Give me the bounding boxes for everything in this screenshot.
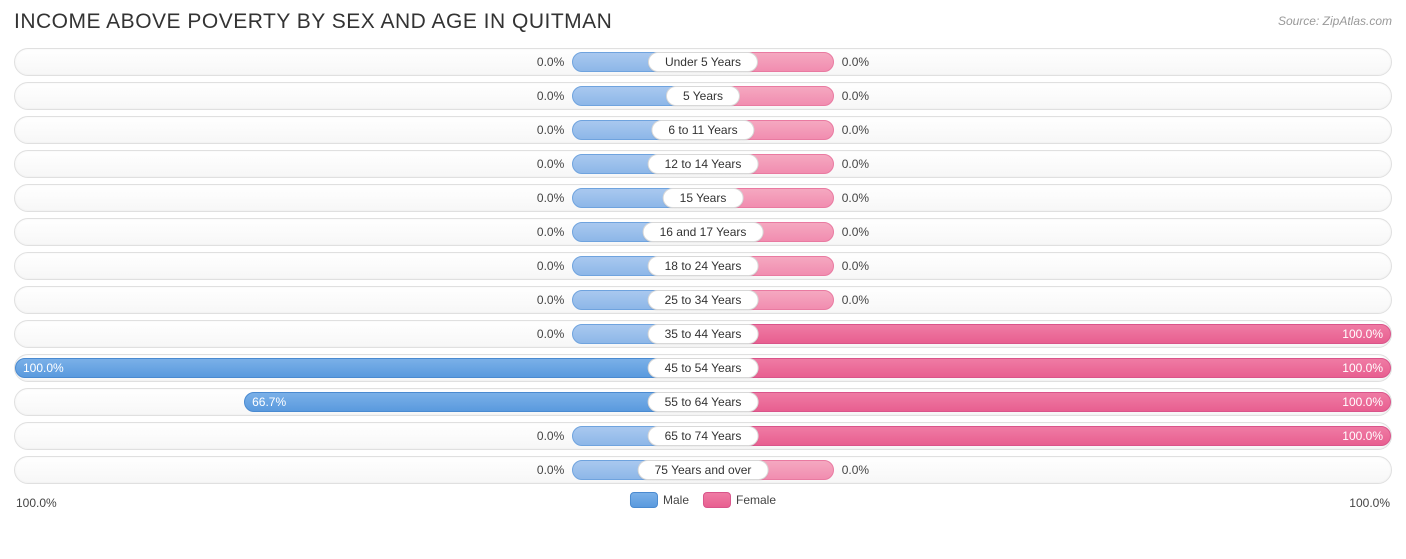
legend-male-label: Male	[663, 493, 689, 507]
female-value: 0.0%	[842, 225, 869, 239]
male-value: 0.0%	[537, 463, 564, 477]
legend: Male Female	[630, 492, 776, 508]
male-value: 0.0%	[537, 259, 564, 273]
chart-row: 0.0% 0.0% 6 to 11 Years	[14, 116, 1392, 144]
male-value: 66.7%	[252, 395, 286, 409]
female-value: 0.0%	[842, 157, 869, 171]
age-label: 75 Years and over	[638, 460, 769, 480]
male-bar	[244, 392, 703, 412]
age-label: 65 to 74 Years	[648, 426, 759, 446]
age-label: 5 Years	[666, 86, 740, 106]
female-value: 100.0%	[1342, 327, 1383, 341]
male-value: 0.0%	[537, 327, 564, 341]
swatch-female	[703, 492, 731, 508]
female-half: 100.0%	[703, 423, 1391, 449]
male-value: 0.0%	[537, 191, 564, 205]
male-bar	[15, 358, 703, 378]
female-half: 100.0%	[703, 389, 1391, 415]
female-value: 100.0%	[1342, 361, 1383, 375]
x-axis-right: 100.0%	[1349, 496, 1390, 510]
chart-row: 0.0% 100.0% 65 to 74 Years	[14, 422, 1392, 450]
female-value: 0.0%	[842, 293, 869, 307]
female-half: 100.0%	[703, 355, 1391, 381]
chart-row: 0.0% 0.0% 16 and 17 Years	[14, 218, 1392, 246]
female-half: 0.0%	[703, 151, 1391, 177]
female-half: 0.0%	[703, 287, 1391, 313]
chart-area: 0.0%0.0%Under 5 Years0.0%0.0%5 Years0.0%…	[14, 48, 1392, 484]
female-value: 0.0%	[842, 123, 869, 137]
female-value: 0.0%	[842, 463, 869, 477]
female-bar	[703, 392, 1391, 412]
chart-row: 0.0% 0.0% 12 to 14 Years	[14, 150, 1392, 178]
female-value: 100.0%	[1342, 395, 1383, 409]
age-label: 35 to 44 Years	[648, 324, 759, 344]
male-value: 0.0%	[537, 55, 564, 69]
female-value: 0.0%	[842, 55, 869, 69]
male-value: 0.0%	[537, 225, 564, 239]
male-half: 0.0%	[15, 151, 703, 177]
age-label: 45 to 54 Years	[648, 358, 759, 378]
chart-header: INCOME ABOVE POVERTY BY SEX AND AGE IN Q…	[14, 10, 1392, 34]
male-half: 66.7%	[15, 389, 703, 415]
male-value: 0.0%	[537, 293, 564, 307]
x-axis-left: 100.0%	[16, 496, 57, 510]
chart-row: 0.0% 0.0% 5 Years	[14, 82, 1392, 110]
legend-female: Female	[703, 492, 776, 508]
female-value: 0.0%	[842, 191, 869, 205]
male-half: 0.0%	[15, 49, 703, 75]
male-half: 0.0%	[15, 219, 703, 245]
male-half: 0.0%	[15, 321, 703, 347]
female-bar	[703, 358, 1391, 378]
chart-row: 0.0% 100.0% 35 to 44 Years	[14, 320, 1392, 348]
chart-row: 0.0% 0.0% Under 5 Years	[14, 48, 1392, 76]
age-label: 6 to 11 Years	[651, 120, 754, 140]
female-half: 0.0%	[703, 185, 1391, 211]
female-half: 0.0%	[703, 49, 1391, 75]
legend-female-label: Female	[736, 493, 776, 507]
chart-source: Source: ZipAtlas.com	[1278, 10, 1392, 28]
female-value: 100.0%	[1342, 429, 1383, 443]
female-bar	[703, 426, 1391, 446]
female-half: 0.0%	[703, 457, 1391, 483]
female-half: 0.0%	[703, 219, 1391, 245]
female-value: 0.0%	[842, 89, 869, 103]
male-half: 0.0%	[15, 83, 703, 109]
male-value: 0.0%	[537, 429, 564, 443]
female-value: 0.0%	[842, 259, 869, 273]
female-half: 0.0%	[703, 117, 1391, 143]
male-half: 0.0%	[15, 185, 703, 211]
age-label: 25 to 34 Years	[648, 290, 759, 310]
male-half: 0.0%	[15, 117, 703, 143]
chart-row: 0.0% 0.0% 25 to 34 Years	[14, 286, 1392, 314]
male-value: 0.0%	[537, 89, 564, 103]
legend-male: Male	[630, 492, 689, 508]
chart-row: 0.0% 0.0% 15 Years	[14, 184, 1392, 212]
age-label: 16 and 17 Years	[643, 222, 764, 242]
male-half: 0.0%	[15, 457, 703, 483]
age-label: 12 to 14 Years	[648, 154, 759, 174]
chart-title: INCOME ABOVE POVERTY BY SEX AND AGE IN Q…	[14, 10, 612, 34]
swatch-male	[630, 492, 658, 508]
chart-row: 0.0% 0.0% 18 to 24 Years	[14, 252, 1392, 280]
male-value: 100.0%	[23, 361, 64, 375]
age-label: 55 to 64 Years	[648, 392, 759, 412]
male-half: 0.0%	[15, 287, 703, 313]
chart-row: 100.0% 100.0% 45 to 54 Years	[14, 354, 1392, 382]
age-label: 15 Years	[663, 188, 744, 208]
chart-row: 66.7% 100.0% 55 to 64 Years	[14, 388, 1392, 416]
chart-row: 0.0% 0.0% 75 Years and over	[14, 456, 1392, 484]
female-half: 100.0%	[703, 321, 1391, 347]
age-label: Under 5 Years	[648, 52, 758, 72]
male-value: 0.0%	[537, 157, 564, 171]
chart-footer: 100.0% Male Female 100.0%	[14, 490, 1392, 518]
female-half: 0.0%	[703, 253, 1391, 279]
female-bar	[703, 324, 1391, 344]
age-label: 18 to 24 Years	[648, 256, 759, 276]
female-half: 0.0%	[703, 83, 1391, 109]
male-half: 0.0%	[15, 423, 703, 449]
male-value: 0.0%	[537, 123, 564, 137]
male-half: 100.0%	[15, 355, 703, 381]
male-half: 0.0%	[15, 253, 703, 279]
